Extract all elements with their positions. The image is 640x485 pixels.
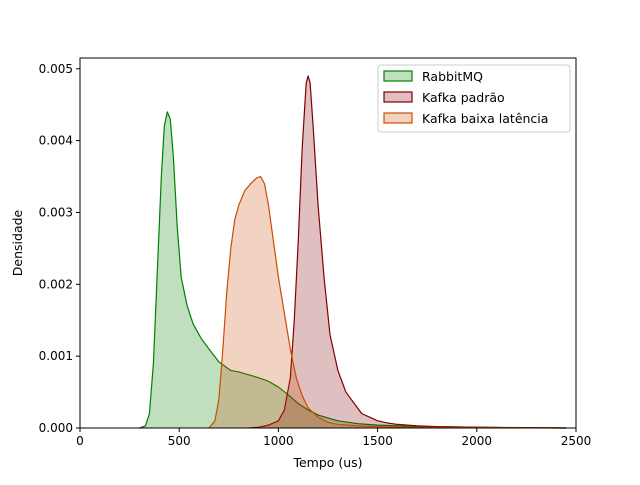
density-line-kafka-baixa-latencia (208, 175, 567, 429)
plot-layer (139, 75, 567, 429)
density-area-rabbitmq (139, 111, 567, 428)
series-kafka-padrao (248, 75, 567, 429)
y-tick-label: 0.003 (39, 205, 73, 219)
y-tick-label: 0.005 (39, 62, 73, 76)
x-axis-label: Tempo (us) (292, 455, 362, 470)
x-tick-label: 1500 (362, 434, 393, 448)
legend-label: RabbitMQ (422, 69, 483, 84)
x-tick-label: 1000 (263, 434, 294, 448)
legend-item-kafka-padrao: Kafka padrão (383, 90, 505, 105)
series-kafka-baixa-latencia (208, 175, 567, 429)
x-tick-label: 500 (168, 434, 191, 448)
legend: RabbitMQ Kafka padrão Kafka baixa latência (377, 64, 571, 133)
legend-label: Kafka padrão (422, 90, 505, 105)
legend-item-rabbitmq: RabbitMQ (383, 69, 483, 84)
plot-frame (79, 57, 577, 429)
y-tick-label: 0.002 (39, 277, 73, 291)
x-tick-label: 2500 (561, 434, 592, 448)
x-tick-label: 0 (76, 434, 84, 448)
density-area-kafka-baixa-latencia (208, 176, 567, 428)
density-line-kafka-padrao (248, 75, 567, 429)
density-area-kafka-padrao (248, 75, 567, 429)
legend-swatch (383, 91, 413, 103)
x-tick-label: 2000 (462, 434, 493, 448)
legend-label: Kafka baixa latência (422, 111, 548, 126)
legend-box (377, 64, 571, 133)
legend-swatch (383, 70, 413, 82)
y-tick-label: 0.001 (39, 349, 73, 363)
legend-item-kafka-baixa-latencia: Kafka baixa latência (383, 111, 548, 126)
legend-swatch (383, 112, 413, 124)
series-rabbitmq (139, 111, 567, 429)
y-tick-label: 0.004 (39, 134, 73, 148)
density-line-rabbitmq (139, 111, 567, 429)
y-tick-label: 0.000 (39, 421, 73, 435)
y-axis-label: Densidade (10, 209, 25, 276)
axis-layer: 0 500 1000 1500 2000 2500 0.000 0.001 0.002 0.003… (39, 62, 592, 448)
